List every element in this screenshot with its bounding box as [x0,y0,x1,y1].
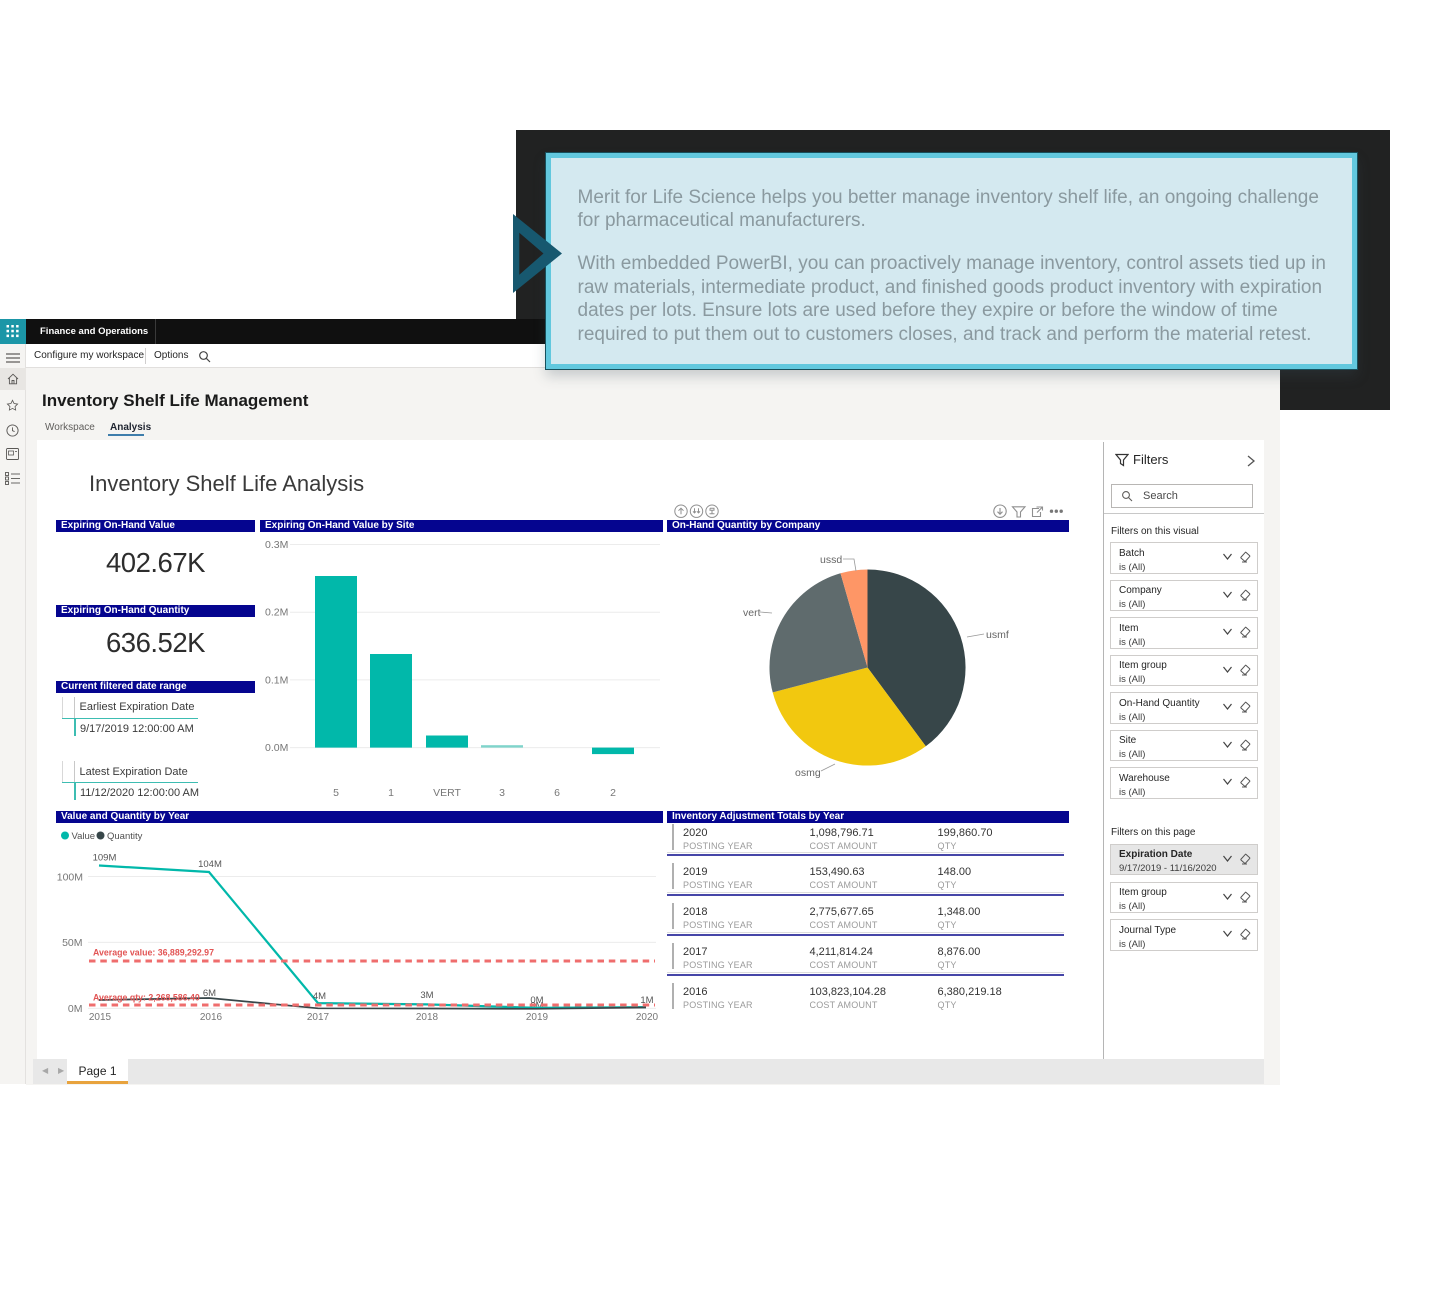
svg-text:2019: 2019 [526,1012,549,1023]
svg-text:50M: 50M [62,937,82,949]
svg-text:2018: 2018 [416,1012,439,1023]
svg-text:Average qty: 2,268,586.40: Average qty: 2,268,586.40 [93,993,200,1003]
svg-text:VERT: VERT [433,787,461,799]
svg-text:2016: 2016 [200,1012,223,1023]
svg-text:1M: 1M [640,995,653,1006]
svg-text:0M: 0M [530,995,543,1006]
svg-text:Value: Value [72,831,96,842]
svg-text:ussd: ussd [820,554,842,566]
svg-text:2020: 2020 [636,1012,659,1023]
svg-text:0.2M: 0.2M [265,607,288,619]
svg-text:2: 2 [610,787,616,799]
svg-text:Average value: 36,889,292.97: Average value: 36,889,292.97 [93,948,214,958]
svg-text:0.0M: 0.0M [265,742,288,754]
svg-text:2017: 2017 [307,1012,330,1023]
svg-text:4M: 4M [313,991,326,1002]
svg-text:109M: 109M [93,853,117,864]
svg-text:0M: 0M [68,1003,83,1015]
svg-text:100M: 100M [57,872,83,884]
svg-text:3M: 3M [420,990,433,1001]
svg-text:1: 1 [388,787,394,799]
svg-text:0M: 0M [530,1001,543,1012]
svg-text:3: 3 [499,787,505,799]
svg-text:Quantity: Quantity [107,831,143,842]
svg-text:104M: 104M [198,859,222,870]
svg-text:6M: 6M [203,988,216,999]
svg-text:0.1M: 0.1M [265,674,288,686]
svg-text:0.3M: 0.3M [265,539,288,551]
svg-text:6: 6 [554,787,560,799]
svg-text:5: 5 [333,787,339,799]
svg-text:usmf: usmf [986,629,1009,641]
svg-text:vert: vert [743,607,761,619]
svg-text:2015: 2015 [89,1012,112,1023]
svg-text:osmg: osmg [795,767,821,779]
